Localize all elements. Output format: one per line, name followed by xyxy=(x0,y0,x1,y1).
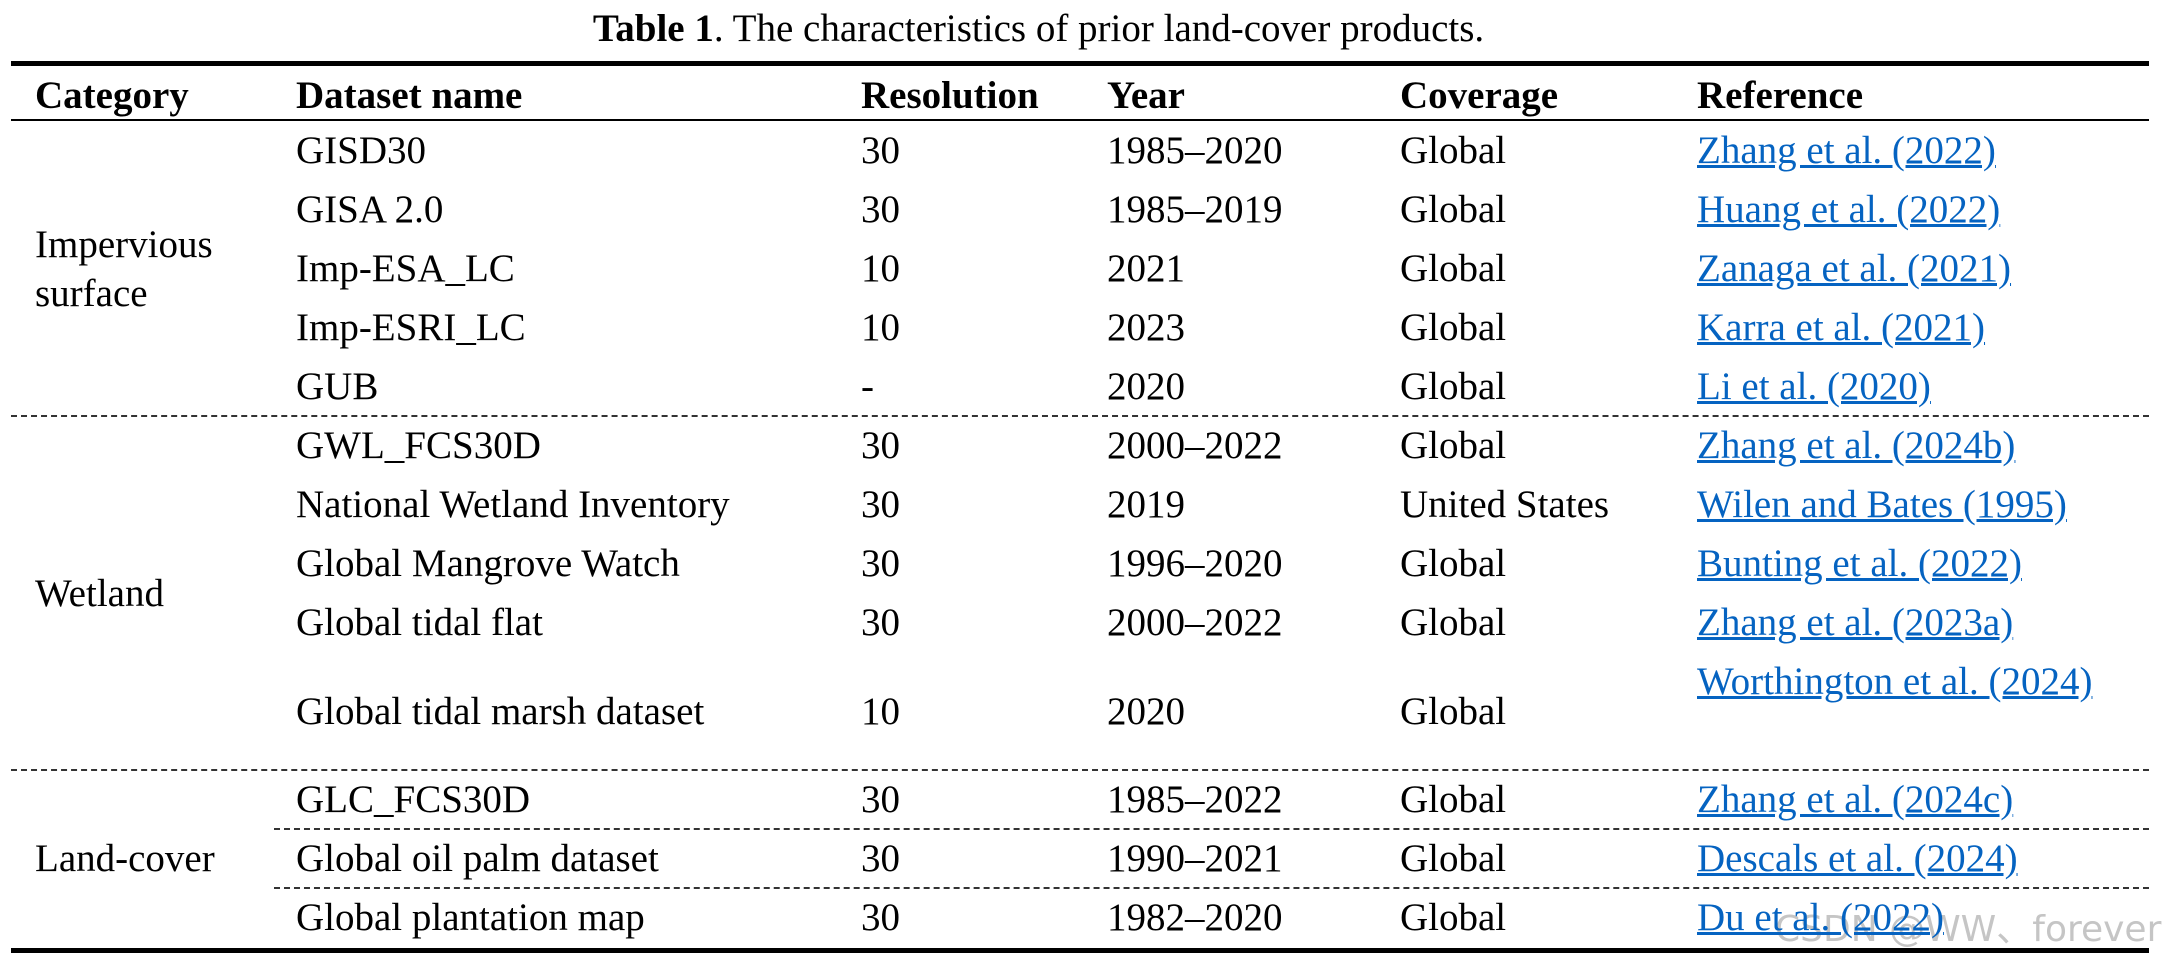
dataset-name: Global Mangrove Watch xyxy=(296,542,680,585)
coverage: United States xyxy=(1400,483,1610,526)
caption-label: Table 1 xyxy=(592,7,714,50)
resolution: 30 xyxy=(861,837,900,880)
resolution: 30 xyxy=(861,542,900,585)
reference-link[interactable]: Worthington et al. (2024) xyxy=(1697,660,2093,703)
category: Wetland xyxy=(35,571,164,615)
dataset-name: Global tidal marsh dataset xyxy=(296,689,705,733)
group-separator xyxy=(11,769,2149,771)
dataset-name: GISD30 xyxy=(296,129,427,172)
resolution: 30 xyxy=(861,601,900,644)
coverage: Global xyxy=(1400,778,1507,821)
year: 1982–2020 xyxy=(1107,896,1283,939)
year: 2000–2022 xyxy=(1107,601,1283,644)
dataset-name: GLC_FCS30D xyxy=(296,778,531,821)
coverage: Global xyxy=(1400,247,1507,290)
coverage: Global xyxy=(1400,424,1507,467)
resolution: - xyxy=(861,365,874,408)
year: 2021 xyxy=(1107,247,1185,290)
coverage: Global xyxy=(1400,129,1507,172)
header-category: Category xyxy=(35,74,189,117)
year: 1985–2020 xyxy=(1107,129,1283,172)
dataset-name: Global tidal flat xyxy=(296,601,543,644)
resolution: 10 xyxy=(861,247,900,290)
resolution: 10 xyxy=(861,306,900,349)
dataset-name: GISA 2.0 xyxy=(296,188,444,231)
resolution: 30 xyxy=(861,424,900,467)
coverage: Global xyxy=(1400,601,1507,644)
resolution: 30 xyxy=(861,896,900,939)
reference-link[interactable]: Huang et al. (2022) xyxy=(1697,188,2001,231)
dataset-name: GUB xyxy=(296,365,379,408)
reference-link[interactable]: Zanaga et al. (2021) xyxy=(1697,247,2012,290)
caption-text: . The characteristics of prior land-cove… xyxy=(713,7,1485,50)
reference-link[interactable]: Du et al. (2022) xyxy=(1697,896,1944,939)
reference-link[interactable]: Descals et al. (2024) xyxy=(1697,837,2018,880)
dataset-name: Global oil palm dataset xyxy=(296,837,659,880)
reference-link[interactable]: Wilen and Bates (1995) xyxy=(1697,483,2067,526)
year: 2020 xyxy=(1107,689,1185,733)
row-separator xyxy=(274,887,2149,889)
year: 2019 xyxy=(1107,483,1185,526)
table-caption: Table 1. The characteristics of prior la… xyxy=(0,6,2077,51)
row-separator xyxy=(274,828,2149,830)
year: 1985–2022 xyxy=(1107,778,1283,821)
header-resolution: Resolution xyxy=(861,74,1039,117)
resolution: 30 xyxy=(861,188,900,231)
reference-link[interactable]: Bunting et al. (2022) xyxy=(1697,542,2022,585)
coverage: Global xyxy=(1400,896,1507,939)
resolution: 30 xyxy=(861,778,900,821)
reference-link[interactable]: Karra et al. (2021) xyxy=(1697,306,1986,349)
header-coverage: Coverage xyxy=(1400,74,1559,117)
year: 2000–2022 xyxy=(1107,424,1283,467)
dataset-name: Imp-ESRI_LC xyxy=(296,306,526,349)
category: Land-cover xyxy=(35,837,215,880)
dataset-name: Global plantation map xyxy=(296,896,645,939)
year: 2023 xyxy=(1107,306,1185,349)
header-dataset-name: Dataset name xyxy=(296,74,523,117)
dataset-name: GWL_FCS30D xyxy=(296,424,541,467)
header-rule xyxy=(11,119,2149,121)
year: 1990–2021 xyxy=(1107,837,1283,880)
reference-link[interactable]: Zhang et al. (2024b) xyxy=(1697,424,2016,467)
year: 2020 xyxy=(1107,365,1185,408)
reference-link[interactable]: Zhang et al. (2022) xyxy=(1697,129,1996,172)
resolution: 10 xyxy=(861,689,900,733)
reference-link[interactable]: Zhang et al. (2023a) xyxy=(1697,601,2014,644)
coverage: Global xyxy=(1400,188,1507,231)
year: 1996–2020 xyxy=(1107,542,1283,585)
category: Impervious surface xyxy=(35,222,213,315)
resolution: 30 xyxy=(861,483,900,526)
reference-link[interactable]: Li et al. (2020) xyxy=(1697,365,1931,408)
group-separator xyxy=(11,415,2149,417)
coverage: Global xyxy=(1400,837,1507,880)
reference-link[interactable]: Zhang et al. (2024c) xyxy=(1697,778,2014,821)
resolution: 30 xyxy=(861,129,900,172)
header-reference: Reference xyxy=(1697,74,1863,117)
bottom-rule xyxy=(11,948,2149,953)
top-rule xyxy=(11,61,2149,66)
header-year: Year xyxy=(1107,74,1185,117)
coverage: Global xyxy=(1400,689,1507,733)
coverage: Global xyxy=(1400,365,1507,408)
coverage: Global xyxy=(1400,306,1507,349)
dataset-name: Imp-ESA_LC xyxy=(296,247,515,290)
year: 1985–2019 xyxy=(1107,188,1283,231)
coverage: Global xyxy=(1400,542,1507,585)
watermark: CSDN @WW、forever xyxy=(1775,909,2162,950)
dataset-name: National Wetland Inventory xyxy=(296,483,730,526)
